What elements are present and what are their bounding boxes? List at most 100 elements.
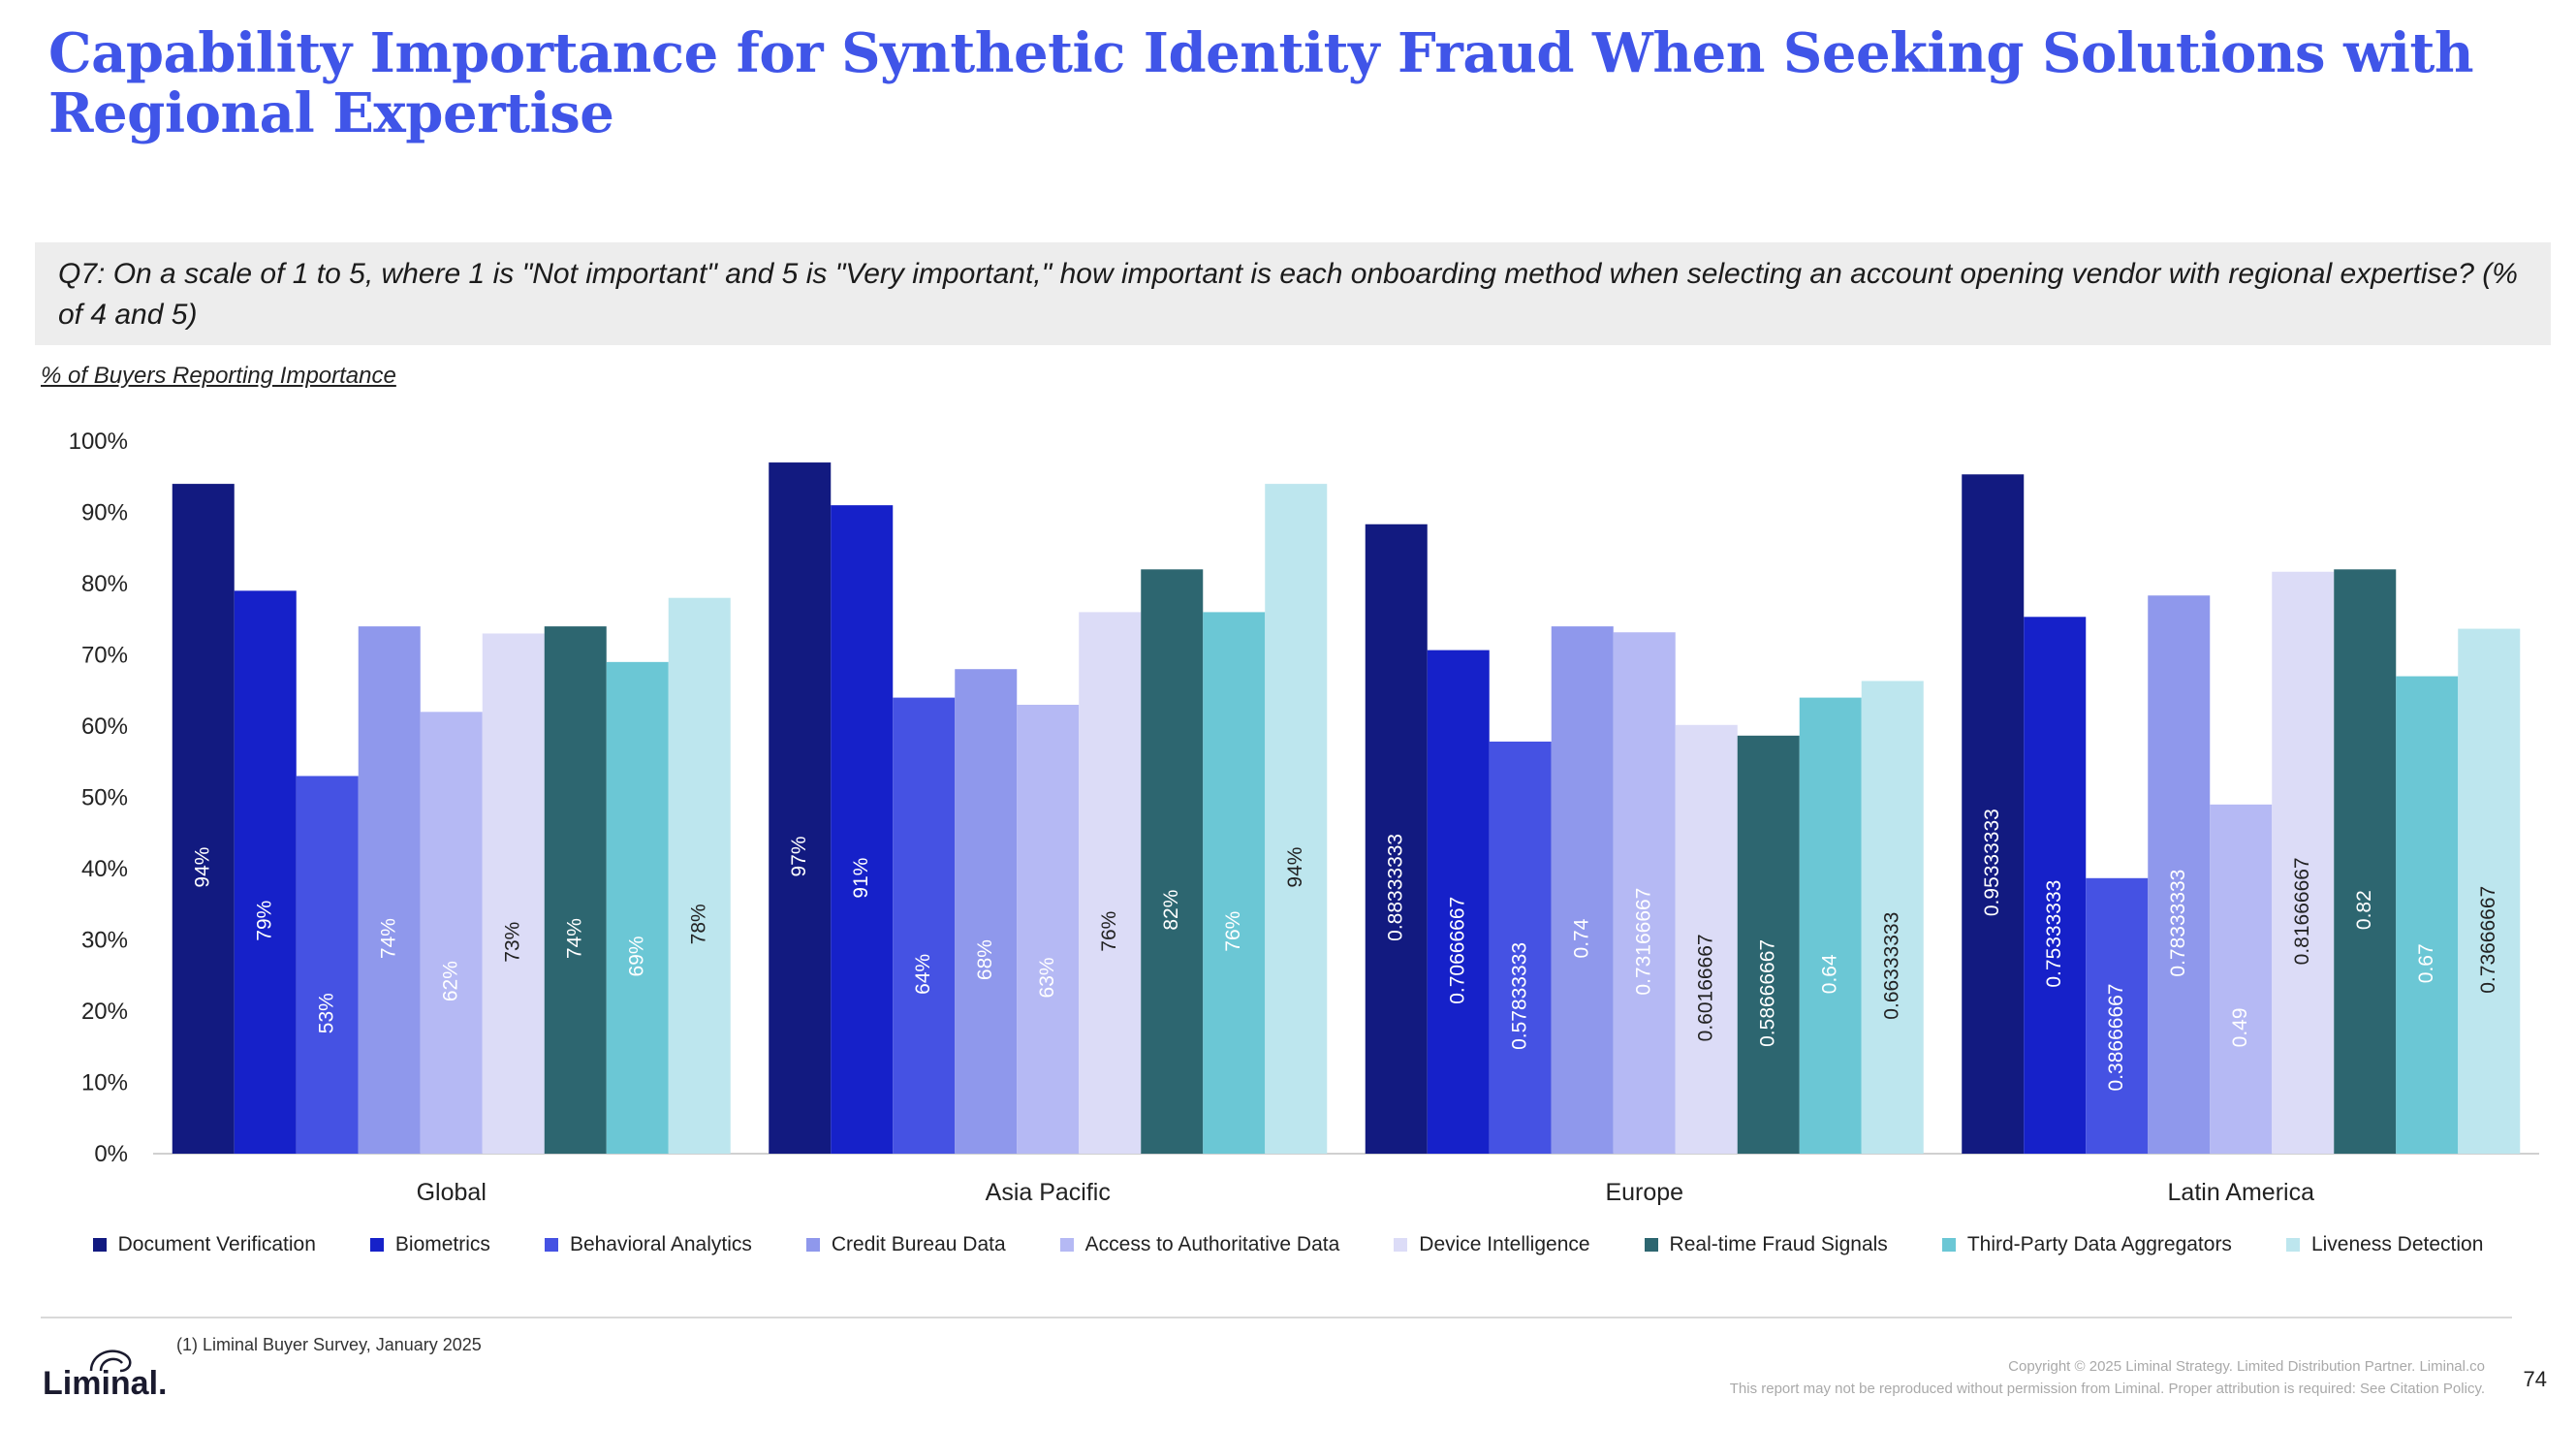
bar [2334, 569, 2397, 1154]
bar [1017, 704, 1080, 1154]
bar-data-label: 91% [850, 858, 872, 899]
bar-data-label: 0.57833333 [1508, 942, 1530, 1050]
legend-label: Credit Bureau Data [831, 1233, 1006, 1255]
legend-label: Access to Authoritative Data [1084, 1233, 1340, 1255]
bar [606, 661, 669, 1154]
page-number: 74 [2523, 1367, 2547, 1391]
bar-data-label: 69% [625, 936, 647, 976]
bar [668, 597, 731, 1154]
bar [1079, 612, 1142, 1154]
bar-data-label: 0.58666667 [1756, 939, 1778, 1047]
y-tick-label: 0% [94, 1141, 128, 1167]
page-title: Capability Importance for Synthetic Iden… [48, 21, 2474, 145]
bar [1427, 650, 1490, 1154]
bar [172, 484, 235, 1155]
legend-swatch [2285, 1238, 2300, 1252]
bar-data-label: 76% [1222, 911, 1244, 952]
bar [234, 590, 297, 1154]
logo-swirl-icon [89, 1350, 132, 1373]
legend-item: Device Intelligence [1394, 1233, 1590, 1256]
bar-data-label: 53% [315, 993, 337, 1033]
bar [2458, 628, 2521, 1154]
legend-item: Biometrics [369, 1233, 490, 1256]
bar [1799, 697, 1862, 1154]
y-tick-label: 50% [81, 785, 128, 811]
citation-line: This report may not be reproduced withou… [1729, 1381, 2485, 1397]
bar [769, 462, 832, 1154]
y-tick-label: 80% [81, 571, 128, 597]
y-tick-label: 60% [81, 714, 128, 740]
bar-data-label: 76% [1098, 911, 1120, 952]
bar-data-label: 0.74 [1570, 918, 1592, 958]
y-tick-label: 10% [81, 1070, 128, 1096]
copyright-notice: Copyright © 2025 Liminal Strategy. Limit… [1730, 1355, 2485, 1400]
bar-data-label: 0.73666667 [2477, 886, 2499, 994]
logo-wordmark: Liminal. [43, 1365, 168, 1402]
bar [1675, 724, 1738, 1154]
x-category-label: Europe [1605, 1179, 1683, 1206]
bar-data-label: 82% [1160, 890, 1182, 931]
legend-label: Third-Party Data Aggregators [1966, 1233, 2232, 1255]
bar [1365, 524, 1428, 1154]
bar-data-label: 74% [563, 918, 585, 959]
legend-swatch [1644, 1238, 1658, 1252]
liminal-logo: Liminal. [43, 1344, 178, 1402]
x-category-label: Global [417, 1179, 487, 1206]
legend-swatch [1394, 1238, 1408, 1252]
bar-data-label: 0.64 [1818, 954, 1840, 994]
legend-label: Behavioral Analytics [569, 1233, 752, 1255]
legend-item: Behavioral Analytics [544, 1233, 752, 1256]
legend-swatch [92, 1238, 107, 1252]
bar-data-label: 0.81666667 [2291, 857, 2313, 965]
bar [2024, 617, 2087, 1154]
y-tick-label: 40% [81, 856, 128, 882]
bar [296, 776, 359, 1154]
bar-data-label: 0.49 [2229, 1007, 2251, 1047]
bar [2396, 676, 2459, 1154]
legend-item: Real-time Fraud Signals [1644, 1233, 1888, 1256]
footer-divider [41, 1317, 2512, 1318]
legend-label: Biometrics [394, 1233, 490, 1255]
chart-legend: Document Verification Biometrics Behaviora… [0, 1233, 2576, 1256]
bar-data-label: 94% [1284, 847, 1306, 888]
y-tick-label: 70% [81, 643, 128, 669]
bar [420, 712, 483, 1154]
source-footnote: (1) Liminal Buyer Survey, January 2025 [176, 1335, 482, 1354]
legend-label: Real-time Fraud Signals [1669, 1233, 1888, 1255]
bar-data-label: 78% [687, 904, 709, 944]
bar [1613, 632, 1676, 1154]
bar [2086, 877, 2149, 1154]
question-box: Q7: On a scale of 1 to 5, where 1 is "No… [35, 242, 2551, 345]
bar-data-label: 0.70666667 [1446, 897, 1468, 1004]
bar-data-label: 0.95333333 [1981, 809, 2003, 916]
legend-swatch [1059, 1238, 1074, 1252]
bar [1489, 741, 1552, 1154]
bar-data-label: 79% [253, 901, 275, 941]
legend-item: Document Verification [92, 1233, 316, 1256]
copyright-line: Copyright © 2025 Liminal Strategy. Limit… [2008, 1358, 2485, 1375]
bar-data-label: 0.67 [2415, 943, 2437, 983]
bar [544, 626, 607, 1154]
legend-label: Document Verification [117, 1233, 316, 1255]
bar [1141, 569, 1204, 1154]
bar-data-label: 63% [1036, 957, 1058, 998]
bar [1737, 735, 1800, 1154]
bar-chart: 0% 10% 20% 30% 40% 50% 60% 70% 80% 90% 100% 94% 79% 5… [69, 429, 2539, 1206]
legend-item: Third-Party Data Aggregators [1941, 1233, 2232, 1256]
bar-data-label: 0.75333333 [2043, 880, 2065, 988]
bar-data-label: 0.88333333 [1384, 834, 1406, 941]
y-tick-label: 30% [81, 928, 128, 954]
bar-data-label: 0.78333333 [2167, 870, 2189, 977]
y-tick-label: 20% [81, 999, 128, 1025]
bar [2148, 595, 2211, 1154]
bar-data-label: 68% [974, 939, 996, 980]
bar-data-label: 0.66333333 [1880, 912, 1902, 1020]
bar-data-label: 0.82 [2353, 890, 2375, 930]
bar [2210, 804, 2273, 1154]
bar-data-label: 97% [788, 837, 810, 877]
legend-swatch [369, 1238, 384, 1252]
bar-data-label: 94% [191, 847, 213, 888]
bar [893, 697, 956, 1154]
x-category-label: Asia Pacific [986, 1179, 1111, 1206]
bar-data-label: 62% [439, 961, 461, 1001]
